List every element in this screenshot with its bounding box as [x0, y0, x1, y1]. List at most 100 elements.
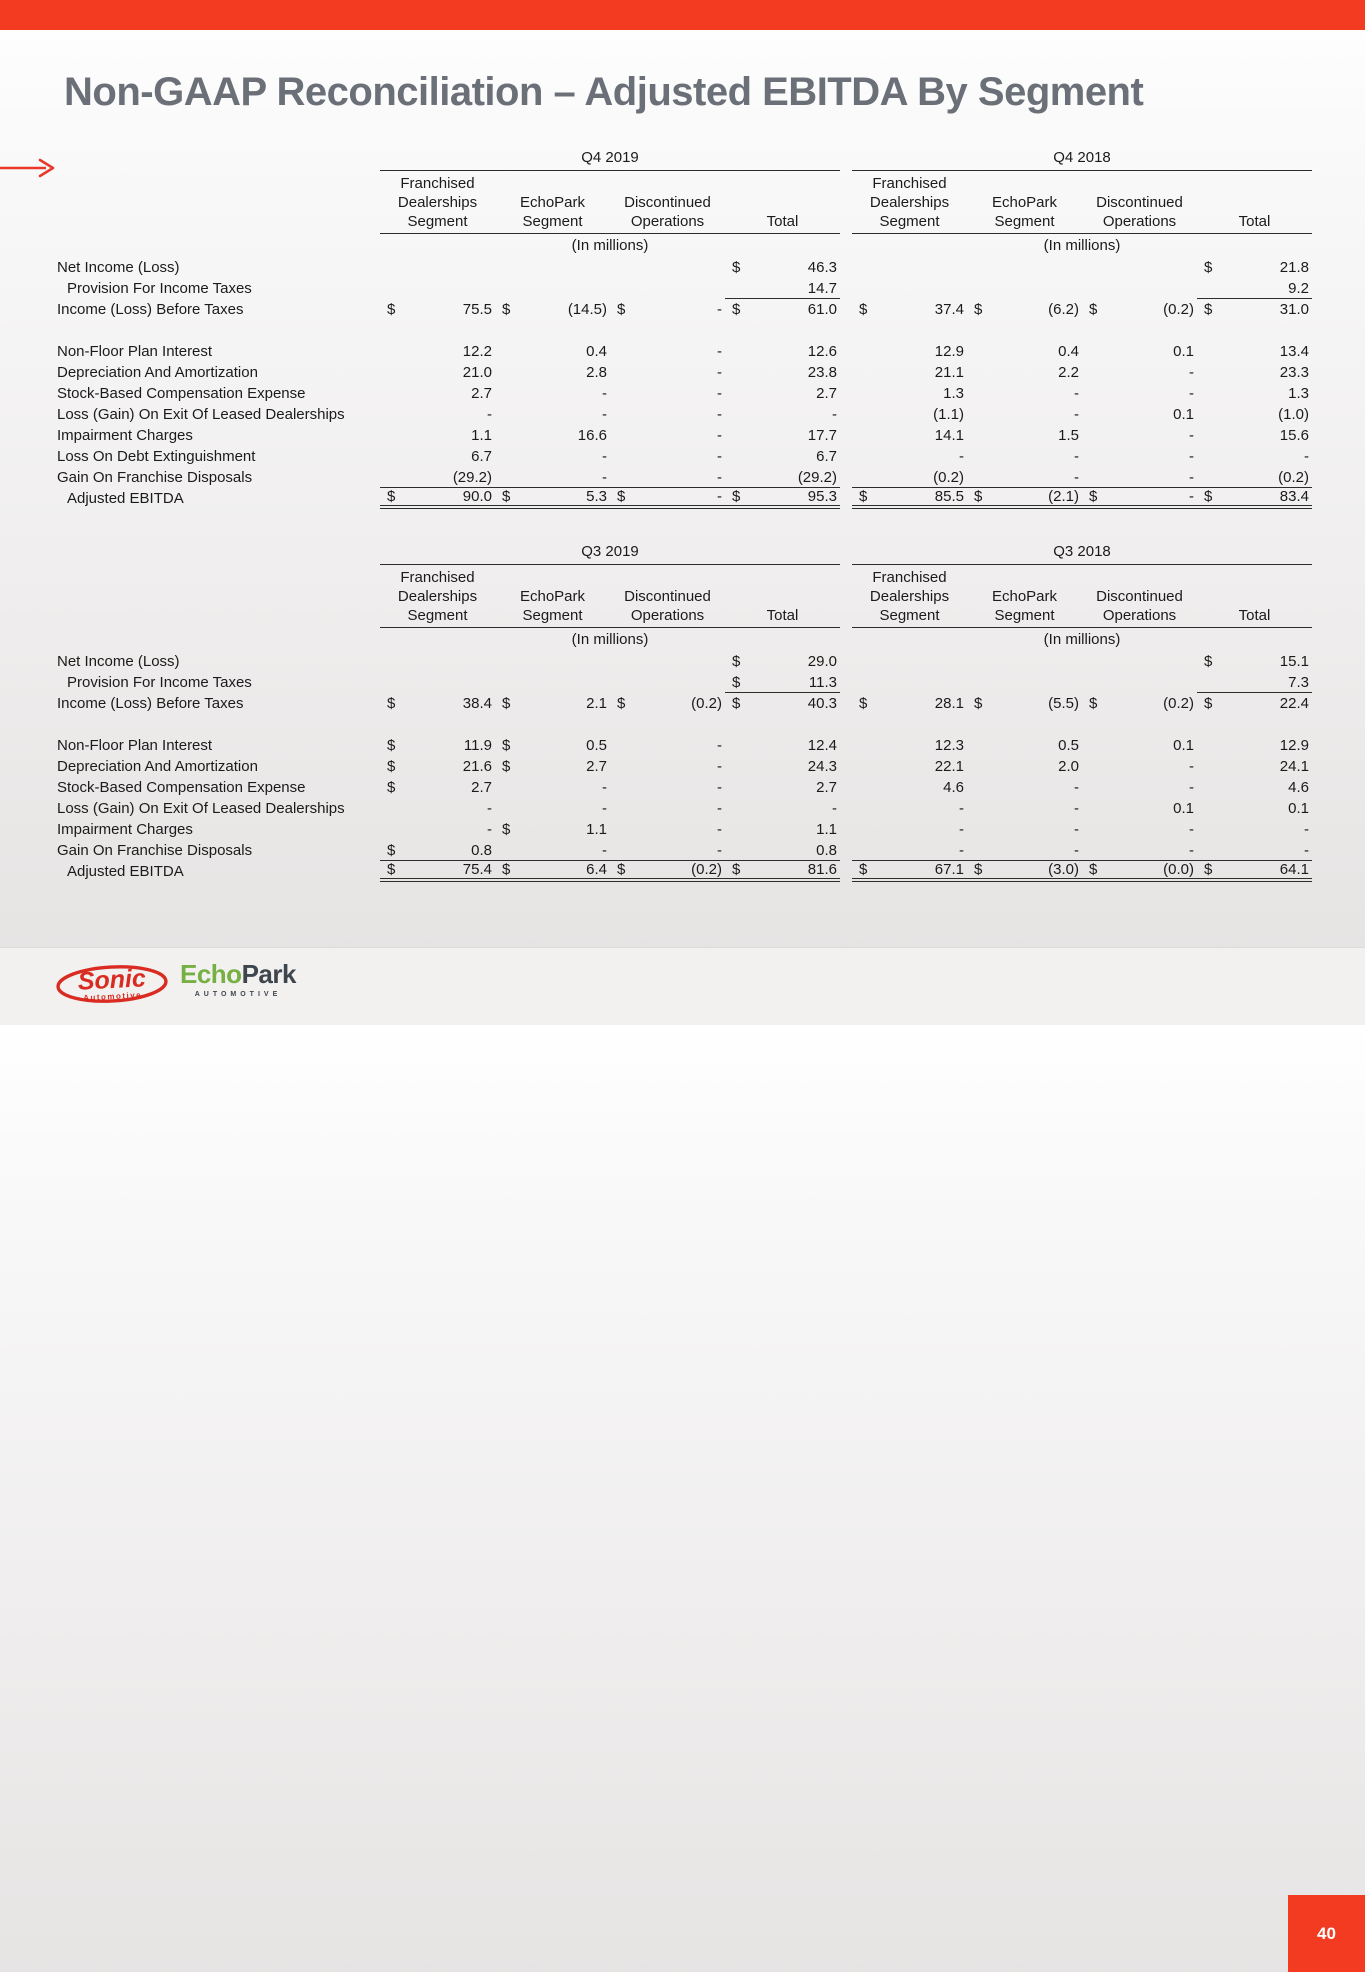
- table-row: Net Income (Loss) $29.0 $15.1: [57, 651, 1315, 672]
- value-cell: 12.4: [725, 735, 840, 756]
- cell-value: 6.4: [586, 861, 607, 878]
- cell-value: 14.7: [807, 279, 837, 297]
- dollar-sign: $: [617, 488, 626, 505]
- value-cell: 4.6: [852, 777, 967, 798]
- cell-value: -: [1304, 841, 1309, 859]
- cell-value: -: [602, 841, 607, 859]
- value-cell: $2.1: [495, 693, 610, 714]
- table-half-gap: [840, 840, 852, 861]
- period-values: - - 0.1 0.1: [852, 798, 1312, 819]
- value-cell: $95.3: [725, 488, 840, 505]
- value-cell: -: [610, 798, 725, 819]
- cell-value: 12.9: [1279, 737, 1309, 754]
- value-cell: -: [610, 756, 725, 777]
- echopark-logo-subtext: AUTOMOTIVE: [194, 991, 282, 998]
- table-header-row: Q3 2019 Franchised Dealerships Segment EchoP…: [57, 542, 1315, 651]
- cell-value: 95.3: [807, 488, 837, 505]
- cell-value: 1.3: [1288, 385, 1309, 402]
- row-label: Net Income (Loss): [57, 653, 180, 670]
- column-header-line: EchoPark: [519, 194, 586, 211]
- dollar-sign: $: [732, 488, 741, 505]
- row-label: Adjusted EBITDA: [67, 490, 184, 507]
- cell-value: -: [487, 821, 492, 838]
- value-cell: [495, 320, 610, 341]
- cell-value: -: [602, 448, 607, 465]
- column-header-line: Segment: [879, 213, 940, 230]
- table-half-gap: [840, 672, 852, 693]
- cell-value: (0.2): [1278, 468, 1309, 486]
- period-values: ----: [380, 798, 840, 819]
- value-cell: (1.1): [852, 404, 967, 425]
- value-cell: [725, 714, 840, 735]
- value-cell: [967, 320, 1082, 341]
- cell-value: 31.0: [1279, 301, 1309, 318]
- dollar-sign: $: [502, 737, 511, 754]
- value-cell: 0.4: [967, 341, 1082, 362]
- value-cell: $29.0: [725, 651, 840, 672]
- row-label: Stock-Based Compensation Expense: [57, 385, 306, 402]
- row-label: Gain On Franchise Disposals: [57, 842, 253, 859]
- value-cell: 1.1: [380, 425, 495, 446]
- title-row: Non-GAAP Reconciliation – Adjusted EBITD…: [0, 70, 1365, 178]
- value-cell: -: [1082, 383, 1197, 404]
- value-cell: [1082, 714, 1197, 735]
- cell-value: -: [959, 821, 964, 838]
- value-cell: -: [967, 798, 1082, 819]
- value-cell: [495, 278, 610, 299]
- value-cell: [1082, 278, 1197, 299]
- period-values: 6.7 - - 6.7: [380, 446, 840, 467]
- value-cell: -: [967, 404, 1082, 425]
- column-header-line: Segment: [879, 607, 940, 624]
- value-cell: -: [967, 819, 1082, 840]
- value-cell: 9.2: [1197, 278, 1312, 299]
- cell-value: -: [717, 488, 722, 505]
- cell-value: 64.1: [1279, 861, 1309, 878]
- table-row: Gain On Franchise Disposals $0.8 - - 0.8 - - - -: [57, 840, 1315, 861]
- period-values: $67.1 $ (3.0) $ (0.0) $64.1: [852, 861, 1312, 882]
- units-label: (In millions): [1043, 631, 1121, 648]
- value-cell: 17.7: [725, 425, 840, 446]
- cell-value: 21.8: [1279, 259, 1309, 276]
- value-cell: -: [610, 404, 725, 425]
- value-cell: [495, 714, 610, 735]
- value-cell: 1.5: [967, 425, 1082, 446]
- cell-value: -: [717, 301, 722, 318]
- cell-value: -: [717, 779, 722, 796]
- value-cell: 0.1: [1082, 341, 1197, 362]
- dollar-sign: $: [502, 861, 511, 878]
- value-cell: $0.5: [495, 735, 610, 756]
- cell-value: -: [717, 385, 722, 402]
- period-values: (29.2) - - (29.2): [380, 467, 840, 488]
- dollar-sign: $: [502, 758, 511, 775]
- cell-value: -: [1189, 488, 1194, 505]
- period-values: $28.1 $ (5.5) $ (0.2) $22.4: [852, 693, 1312, 714]
- value-cell: (0.2): [852, 467, 967, 487]
- value-cell: [610, 320, 725, 341]
- period-values: $38.4 $2.1 $ (0.2) $40.3: [380, 693, 840, 714]
- value-cell: -: [610, 777, 725, 798]
- value-cell: $5.3: [495, 488, 610, 505]
- dollar-sign: $: [859, 301, 868, 318]
- sonic-logo-subtext: Automotive: [83, 990, 142, 1002]
- table-row: Impairment Charges - $1.1-1.1- - - -: [57, 819, 1315, 840]
- table-row: Loss (Gain) On Exit Of Leased Dealership…: [57, 798, 1315, 819]
- column-header-line: Total: [766, 607, 799, 624]
- period-values: ----: [852, 819, 1312, 840]
- column-header-line: Dealerships: [397, 194, 478, 211]
- column-header-line: Discontinued: [624, 194, 711, 211]
- cell-value: 2.7: [586, 758, 607, 775]
- value-cell: -: [610, 383, 725, 404]
- value-cell: [380, 257, 495, 278]
- value-cell: -: [1197, 446, 1312, 467]
- period-values: [380, 714, 840, 735]
- dollar-sign: $: [732, 259, 741, 276]
- column-headers: Franchised Dealerships Segment EchoPark Segm…: [380, 171, 840, 234]
- period-header: Q3 2019 Franchised Dealerships Segment EchoP…: [380, 542, 840, 651]
- period-values: $46.3: [380, 257, 840, 278]
- header-spacer: [57, 542, 380, 651]
- period-values: 12.2 0.4 - 12.6: [380, 341, 840, 362]
- value-cell: -: [610, 425, 725, 446]
- value-cell: 12.6: [725, 341, 840, 362]
- value-cell: -: [495, 446, 610, 467]
- cell-value: 2.7: [816, 779, 837, 796]
